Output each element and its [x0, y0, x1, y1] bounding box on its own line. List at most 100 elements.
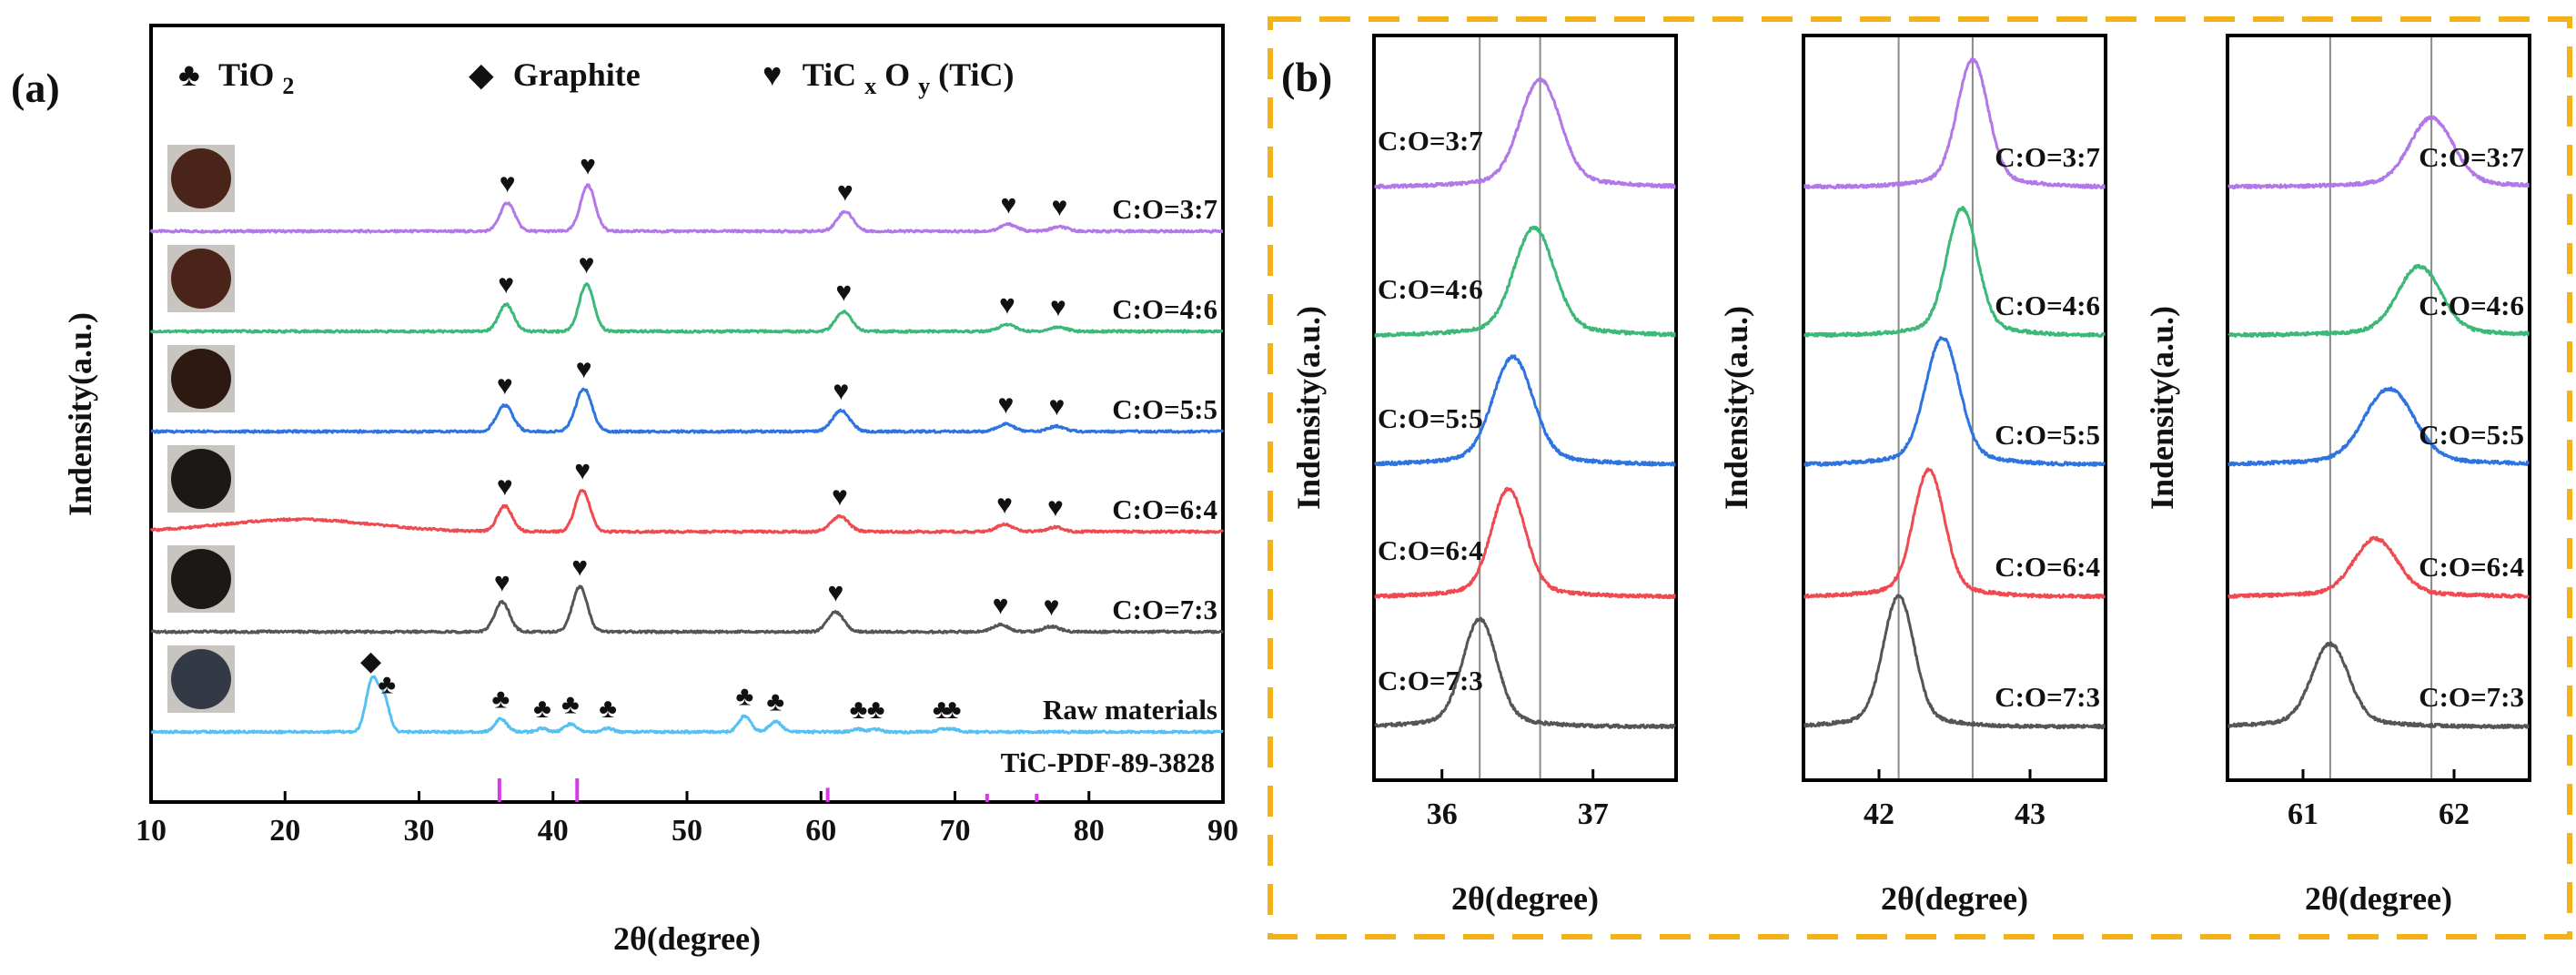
marker-c-o-3-7-5: ♥ — [1051, 192, 1067, 222]
marker-raw-materials-7: ♣ — [735, 682, 753, 712]
x-tick-label-30: 30 — [404, 814, 435, 848]
marker-c-o-5-5-3: ♥ — [833, 376, 849, 406]
subplot-36-x-tick-label-37: 37 — [1578, 797, 1609, 831]
marker-c-o-5-5-4: ♥ — [998, 390, 1015, 420]
marker-c-o-3-7-1: ♥ — [500, 168, 516, 198]
subplot-42-series-c-o-4-6 — [1803, 206, 2106, 339]
subplot-42-label-c-o-4-6: C:O=4:6 — [1995, 289, 2100, 321]
marker-c-o-7-3-4: ♥ — [993, 590, 1009, 620]
legend-tio2-text: TiO — [218, 56, 274, 93]
subplot-36-frame — [1372, 34, 1678, 782]
label-c-o-3-7: C:O=3:7 — [1112, 193, 1217, 225]
marker-raw-materials-6: ♣ — [599, 694, 617, 724]
subplot-42-x-axis-label: 2θ(degree) — [1881, 880, 2028, 917]
subplot-42-series-c-o-7-3 — [1803, 594, 2106, 730]
subplot-61-x-axis-label: 2θ(degree) — [2305, 880, 2452, 917]
subplot-61-label-c-o-7-3: C:O=7:3 — [2419, 681, 2524, 713]
x-axis-label: 2θ(degree) — [613, 920, 761, 957]
subplot-61-label-c-o-5-5: C:O=5:5 — [2419, 419, 2524, 451]
marker-c-o-6-4-3: ♥ — [832, 482, 848, 512]
reference-label: TiC-PDF-89-3828 — [1001, 746, 1215, 778]
legend-tio2-sub: 2 — [282, 73, 294, 99]
photo-pellet-c-o-3-7 — [171, 148, 231, 208]
x-tick-label-50: 50 — [672, 814, 702, 848]
x-tick-label-40: 40 — [538, 814, 569, 848]
legend-tio2-symbol: ♣ — [178, 56, 200, 93]
marker-c-o-4-6-1: ♥ — [498, 269, 514, 300]
marker-raw-materials-11: ♣ — [933, 695, 951, 725]
subplot-61-series-c-o-3-7 — [2227, 115, 2530, 190]
label-c-o-5-5: C:O=5:5 — [1112, 393, 1217, 425]
subplot-36-label-c-o-3-7: C:O=3:7 — [1378, 125, 1483, 157]
series-c-o-5-5 — [150, 387, 1225, 434]
marker-c-o-4-6-4: ♥ — [999, 289, 1015, 320]
subplot-61-series-c-o-4-6 — [2227, 263, 2530, 338]
marker-raw-materials-1: ◆ — [360, 646, 381, 676]
subplot-36-series-c-o-6-4 — [1374, 486, 1676, 600]
marker-c-o-4-6-2: ♥ — [579, 249, 595, 279]
marker-c-o-7-3-5: ♥ — [1044, 592, 1060, 622]
peak-markers: ♥♥♥ ♥ ♥♥♥♥ ♥ ♥♥♥♥ ♥ ♥♥♥♥ ♥ ♥♥♥♥ ♥ ♥◆♣ ♣ ♣ ♣ ♣ ♣ ♣ ♣ ♣ ♣♣ — [360, 151, 1067, 726]
marker-c-o-6-4-5: ♥ — [1047, 493, 1064, 523]
marker-c-o-4-6-5: ♥ — [1050, 292, 1066, 322]
marker-c-o-5-5-5: ♥ — [1049, 391, 1066, 421]
marker-c-o-5-5-2: ♥ — [576, 354, 592, 384]
x-tick-label-10: 10 — [136, 814, 167, 848]
legend-graphite-symbol: ◆ — [469, 56, 494, 93]
marker-c-o-7-3-2: ♥ — [571, 553, 588, 583]
marker-raw-materials-8: ♣ — [766, 686, 784, 716]
subplot-61-series-c-o-6-4 — [2227, 535, 2530, 599]
marker-raw-materials-3: ♣ — [491, 685, 510, 715]
subplot-36-series-c-o-5-5 — [1374, 354, 1676, 467]
subplot-61: C:O=3:7C:O=4:6C:O=5:5C:O=6:4C:O=7:361 62 … — [2144, 34, 2531, 917]
panel-a-label: (a) — [11, 65, 60, 111]
panel-a: (a) ♣ TiO 2 ◆ Graphite ♥ TiC x O y (TiC) — [11, 24, 1238, 957]
marker-raw-materials-5: ♣ — [561, 689, 580, 719]
photo-pellet-raw-materials — [171, 649, 231, 709]
subplot-61-x-tick-label-61: 61 — [2288, 797, 2318, 831]
x-tick-label-80: 80 — [1074, 814, 1105, 848]
legend-tio2: ♣ TiO 2 — [178, 56, 294, 99]
subplot-36-label-c-o-7-3: C:O=7:3 — [1378, 665, 1483, 696]
legend-tic-mid: O — [884, 56, 910, 93]
subplot-36-series-c-o-7-3 — [1374, 616, 1676, 730]
marker-raw-materials-2: ♣ — [378, 670, 396, 700]
subplot-42-label-c-o-6-4: C:O=6:4 — [1995, 551, 2100, 583]
marker-c-o-6-4-1: ♥ — [497, 472, 513, 502]
label-raw-materials: Raw materials — [1043, 694, 1217, 726]
marker-c-o-3-7-3: ♥ — [837, 177, 854, 207]
subplot-42-frame — [1802, 34, 2107, 782]
legend-tic-symbol: ♥ — [763, 56, 782, 93]
series-c-o-6-4 — [149, 489, 1225, 534]
marker-raw-materials-4: ♣ — [533, 694, 551, 724]
subplot-61-label-c-o-4-6: C:O=4:6 — [2419, 289, 2524, 321]
x-ticks: 10 20 30 40 50 60 70 80 90 — [136, 791, 1238, 848]
subplot-42-label-c-o-7-3: C:O=7:3 — [1995, 681, 2100, 713]
subplot-36-x-tick-label-36: 36 — [1427, 797, 1458, 831]
legend-tic: ♥ TiC x O y (TiC) — [763, 56, 1014, 101]
sample-photos — [167, 145, 235, 713]
legend-tic-suffix: (TiC) — [938, 56, 1014, 93]
subplot-61-series-c-o-7-3 — [2227, 641, 2530, 730]
marker-raw-materials-10: ♣ — [867, 695, 885, 725]
series-c-o-4-6 — [149, 282, 1224, 334]
series-c-o-7-3 — [150, 584, 1225, 635]
subplot-42-label-c-o-5-5: C:O=5:5 — [1995, 419, 2100, 451]
photo-pellet-c-o-5-5 — [171, 349, 231, 409]
subplot-61-y-axis-label: Indensity(a.u.) — [2144, 306, 2180, 510]
subplot-36-series-c-o-3-7 — [1374, 77, 1676, 189]
marker-c-o-5-5-1: ♥ — [497, 371, 513, 401]
series-raw-materials — [150, 675, 1224, 735]
subplot-36-x-axis-label: 2θ(degree) — [1451, 880, 1599, 917]
marker-raw-materials-12: ♣ — [944, 695, 962, 725]
subplot-61-x-tick-label-62: 62 — [2439, 797, 2470, 831]
legend-graphite-text: Graphite — [513, 56, 641, 93]
photo-pellet-c-o-6-4 — [171, 449, 231, 509]
subplot-61-frame — [2226, 34, 2531, 782]
subplot-42: C:O=3:7C:O=4:6C:O=5:5C:O=6:4C:O=7:342 43 … — [1718, 34, 2107, 917]
label-c-o-4-6: C:O=4:6 — [1112, 293, 1217, 325]
legend-tic-sub-x: x — [864, 73, 876, 99]
subplot-61-label-c-o-3-7: C:O=3:7 — [2419, 141, 2524, 173]
subplot-42-y-axis-label: Indensity(a.u.) — [1718, 306, 1754, 510]
